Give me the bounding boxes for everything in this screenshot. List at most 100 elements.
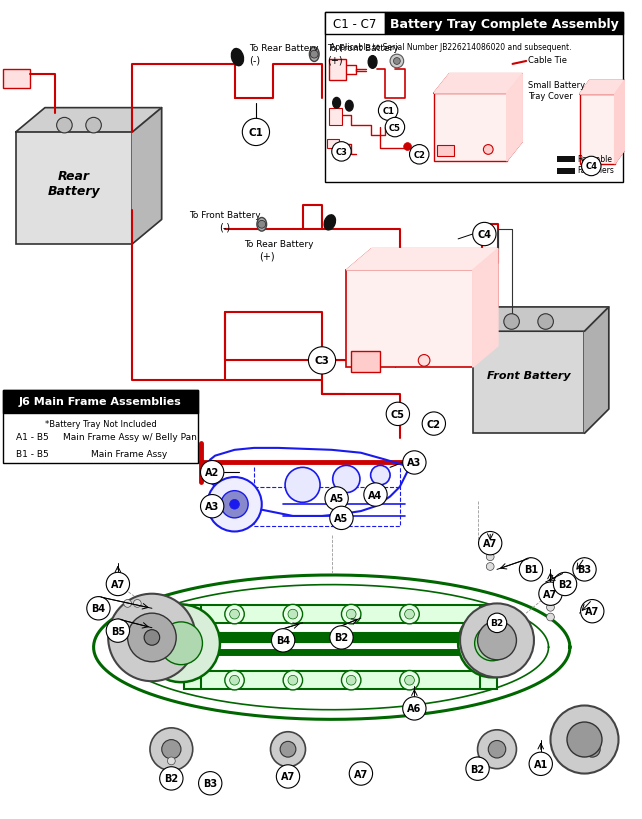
Circle shape: [539, 582, 562, 605]
Bar: [184, 605, 202, 689]
Circle shape: [582, 157, 601, 176]
Text: Applicable to Serial Number JB226214086020 and subsequent.: Applicable to Serial Number JB2262140860…: [330, 43, 571, 52]
Text: Battery Tray Complete Assembly: Battery Tray Complete Assembly: [390, 17, 618, 30]
Circle shape: [473, 223, 496, 247]
Text: A3: A3: [205, 501, 220, 512]
Polygon shape: [434, 75, 523, 94]
Text: A1: A1: [534, 759, 548, 769]
Bar: [557, 169, 575, 174]
Circle shape: [106, 572, 130, 596]
Circle shape: [478, 532, 502, 555]
Circle shape: [168, 757, 175, 765]
Text: C4: C4: [586, 162, 597, 171]
Bar: [3, 70, 30, 89]
Text: B5: B5: [111, 626, 125, 636]
Text: C5: C5: [391, 410, 405, 419]
Circle shape: [573, 558, 596, 581]
Text: B2: B2: [164, 773, 178, 784]
Text: To Rear Battery: To Rear Battery: [244, 240, 314, 249]
Circle shape: [575, 732, 610, 767]
Circle shape: [160, 622, 202, 665]
Circle shape: [142, 604, 220, 682]
Text: (+): (+): [327, 55, 343, 65]
Text: C1 - C7: C1 - C7: [333, 17, 376, 30]
Circle shape: [330, 626, 353, 649]
Circle shape: [280, 741, 296, 758]
Text: *Battery Tray Not Included: *Battery Tray Not Included: [44, 419, 156, 428]
Ellipse shape: [231, 49, 243, 66]
Circle shape: [200, 495, 224, 518]
Text: Front Battery: Front Battery: [487, 371, 570, 381]
Circle shape: [86, 118, 101, 133]
Polygon shape: [584, 308, 609, 434]
Circle shape: [422, 413, 446, 436]
Circle shape: [330, 507, 353, 530]
Circle shape: [242, 120, 270, 147]
Circle shape: [276, 765, 300, 788]
Text: (+): (+): [259, 251, 275, 261]
Circle shape: [478, 621, 516, 660]
Circle shape: [553, 572, 577, 596]
Polygon shape: [473, 249, 498, 368]
Circle shape: [580, 600, 604, 623]
Polygon shape: [614, 81, 625, 165]
Circle shape: [419, 355, 430, 367]
Polygon shape: [507, 75, 523, 162]
Circle shape: [474, 626, 510, 661]
Circle shape: [370, 466, 390, 485]
Text: B1 - B5: B1 - B5: [16, 450, 49, 459]
Circle shape: [230, 609, 239, 619]
Circle shape: [134, 600, 141, 608]
Text: B4: B4: [91, 604, 105, 613]
Polygon shape: [473, 308, 609, 332]
Bar: [3, 390, 198, 414]
Polygon shape: [132, 108, 162, 244]
Text: Small Battery
Tray Cover: Small Battery Tray Cover: [528, 81, 586, 101]
Circle shape: [221, 491, 248, 518]
Circle shape: [404, 676, 414, 686]
Ellipse shape: [324, 215, 336, 231]
Bar: [473, 332, 584, 434]
Ellipse shape: [369, 57, 377, 69]
Polygon shape: [580, 81, 625, 95]
Bar: [434, 94, 507, 162]
Circle shape: [404, 609, 414, 619]
Text: Main Frame Assy: Main Frame Assy: [91, 450, 168, 459]
Circle shape: [106, 619, 130, 643]
Circle shape: [325, 487, 348, 510]
Circle shape: [162, 740, 181, 759]
Circle shape: [283, 671, 302, 690]
Circle shape: [128, 613, 176, 662]
Circle shape: [403, 697, 426, 720]
Text: C1: C1: [382, 107, 394, 116]
Bar: [325, 13, 623, 183]
Bar: [329, 108, 342, 126]
Circle shape: [283, 604, 302, 624]
Circle shape: [400, 671, 419, 690]
Circle shape: [270, 732, 306, 767]
Circle shape: [332, 143, 351, 162]
Circle shape: [538, 314, 553, 330]
Circle shape: [207, 477, 262, 532]
Text: A1 - B5: A1 - B5: [16, 432, 49, 441]
Ellipse shape: [345, 102, 353, 112]
Circle shape: [400, 604, 419, 624]
Circle shape: [56, 118, 72, 133]
Circle shape: [160, 767, 183, 790]
Circle shape: [346, 609, 356, 619]
Circle shape: [225, 671, 244, 690]
Circle shape: [466, 757, 489, 781]
Text: Rear
Battery: Rear Battery: [48, 170, 100, 197]
Circle shape: [460, 604, 534, 677]
Text: Reusable
Fasteners: Reusable Fasteners: [578, 155, 614, 174]
Circle shape: [410, 146, 429, 165]
Circle shape: [150, 728, 193, 771]
Text: A3: A3: [407, 458, 422, 468]
Text: B2: B2: [490, 618, 503, 627]
Circle shape: [486, 553, 494, 561]
Circle shape: [342, 671, 361, 690]
Text: A5: A5: [329, 494, 343, 504]
Ellipse shape: [257, 218, 266, 232]
Ellipse shape: [309, 48, 319, 62]
Circle shape: [390, 55, 404, 69]
